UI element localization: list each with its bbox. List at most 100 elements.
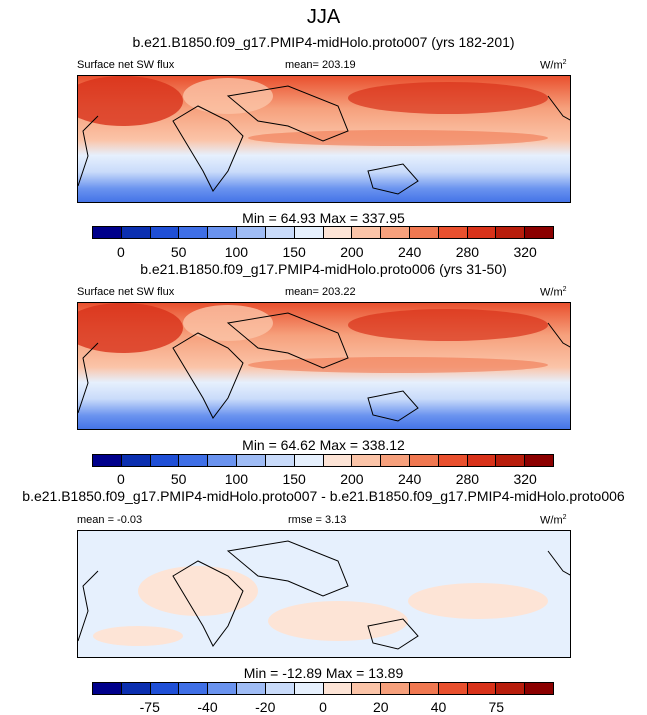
panel2-variable: Surface net SW flux [77,286,175,298]
panel2-colorbar-tick-label: 320 [513,471,537,487]
panel2-map-svg [78,303,570,429]
panel3-units: W/m2 [540,514,567,527]
panel1-colorbar-tick-label: 100 [224,244,249,260]
panel2-americas-east-outline [547,322,570,348]
panel1-colorbar-swatch [323,227,353,238]
panel2-colorbar-swatch [525,455,553,466]
panel1-colorbar-swatch [496,227,526,238]
panel2-colorbar-swatch [409,455,439,466]
panel3-map [77,530,571,658]
panel3-mean: mean = -0.03 [77,514,143,526]
panel3-colorbar-swatch [352,683,382,694]
panel3-americas-east-outline [547,550,570,576]
panel1-high-atlantic [78,76,183,126]
panel3-asia-outline [226,540,349,597]
panel2-colorbar-tick-label: 150 [282,471,306,487]
panel1-colorbar-tick-label: 0 [116,244,125,260]
panel3-positive-2 [268,601,408,641]
panel1-americas-east-outline [547,95,570,121]
panel2-minmax: Min = 64.62 Max = 338.12 [242,437,405,453]
panel1-colorbar-tick-label: 50 [170,244,187,260]
panel2-colorbar-tick-label: 240 [397,471,422,487]
season-title: JJA [306,6,341,28]
panel2-colorbar-swatch [265,455,295,466]
panel3-africa-outline [172,560,244,647]
panel1-colorbar-swatch [208,227,238,238]
panel3-colorbar-swatch [121,683,151,694]
panel3-colorbar-swatch [265,683,295,694]
panel1-colorbar-swatch [467,227,497,238]
panel3-minmax: Min = -12.89 Max = 13.89 [243,665,404,681]
panel3-colorbar-swatch [208,683,238,694]
panel3-colorbar-swatch [525,683,553,694]
panel3-colorbar-swatch [438,683,468,694]
panel2-colorbar-tick-label: 0 [116,471,125,487]
panel2-colorbar-swatch [150,455,180,466]
panel1-mean: mean= 203.19 [285,59,356,71]
panel2-australia-outline [367,390,419,422]
panel3-colorbar-swatch [409,683,439,694]
panel2-colorbar-swatch [237,455,266,466]
panel1-colorbar-swatch [121,227,151,238]
panel2-colorbar-swatch [93,455,122,466]
panel3-americas-outline [78,570,99,642]
panel3-colorbar-tick-label: -20 [255,699,276,715]
panel3-colorbar-swatch [237,683,266,694]
panel2-americas-outline [78,342,99,414]
panel2-colorbar-swatch [381,455,410,466]
panel1-colorbar-tick-label: 320 [513,244,537,260]
panel3-colorbar [92,682,554,695]
panel3-colorbar-swatch [323,683,353,694]
panel2-colorbar-tick-label: 100 [224,471,249,487]
panel2-high-pacific [348,309,548,341]
panel2-colorbar-swatch [496,455,526,466]
panel1-colorbar-swatch [294,227,324,238]
panel1-australia-outline [367,163,419,195]
panel1-title: b.e21.B1850.f09_g17.PMIP4-midHolo.proto0… [132,34,515,50]
panel3-colorbar-tick-label: -75 [139,699,160,715]
panel2-asia-outline [226,312,349,369]
panel3-colorbar-swatch [467,683,497,694]
panel2-africa-outline [172,332,244,419]
panel1-high-pacific [348,82,548,114]
panel1-colorbar-swatch [381,227,410,238]
panel3-map-svg [78,531,570,657]
panel2-colorbar-swatch [467,455,497,466]
panel2-map [77,302,571,430]
panel3-rmse: rmse = 3.13 [288,514,347,526]
panel3-colorbar-tick-label: 20 [372,699,389,715]
panel3-colorbar-swatch [93,683,122,694]
panel1-units: W/m2 [540,59,567,72]
panel3-colorbar-swatch [381,683,410,694]
panel1-africa-outline [172,105,244,192]
panel1-colorbar-tick-label: 240 [397,244,422,260]
panel2-colorbar-tick-label: 280 [455,471,480,487]
panel2-colorbar-swatch [121,455,151,466]
panel3-colorbar-tick-label: -40 [197,699,218,715]
panel2-colorbar-tick-label: 200 [340,471,364,487]
panel3-positive-1 [138,566,258,616]
panel3-title: b.e21.B1850.f09_g17.PMIP4-midHolo.proto0… [22,488,625,504]
panel1-variable: Surface net SW flux [77,59,175,71]
panel2-colorbar-swatch [323,455,353,466]
panel3-australia-outline [367,618,419,650]
panel1-colorbar-swatch [438,227,468,238]
panel2-colorbar [92,454,554,467]
panel3-colorbar-tick-label: 75 [488,699,505,715]
panel1-colorbar-swatch [179,227,209,238]
panel1-colorbar-tick-label: 150 [282,244,306,260]
panel1-colorbar-swatch [150,227,180,238]
panel2-colorbar-swatch [294,455,324,466]
panel1-colorbar-swatch [525,227,553,238]
panel2-colorbar-tick-label: 50 [170,471,187,487]
panel2-colorbar-swatch [352,455,382,466]
panel2-units: W/m2 [540,286,567,299]
panel1-colorbar-tick-label: 280 [455,244,480,260]
panel1-map [77,75,571,203]
panel3-colorbar-swatch [150,683,180,694]
panel2-colorbar-swatch [438,455,468,466]
panel3-colorbar-swatch [496,683,526,694]
panel3-positive-3 [408,583,548,619]
panel1-colorbar [92,226,554,239]
panel1-americas-outline [78,115,99,187]
